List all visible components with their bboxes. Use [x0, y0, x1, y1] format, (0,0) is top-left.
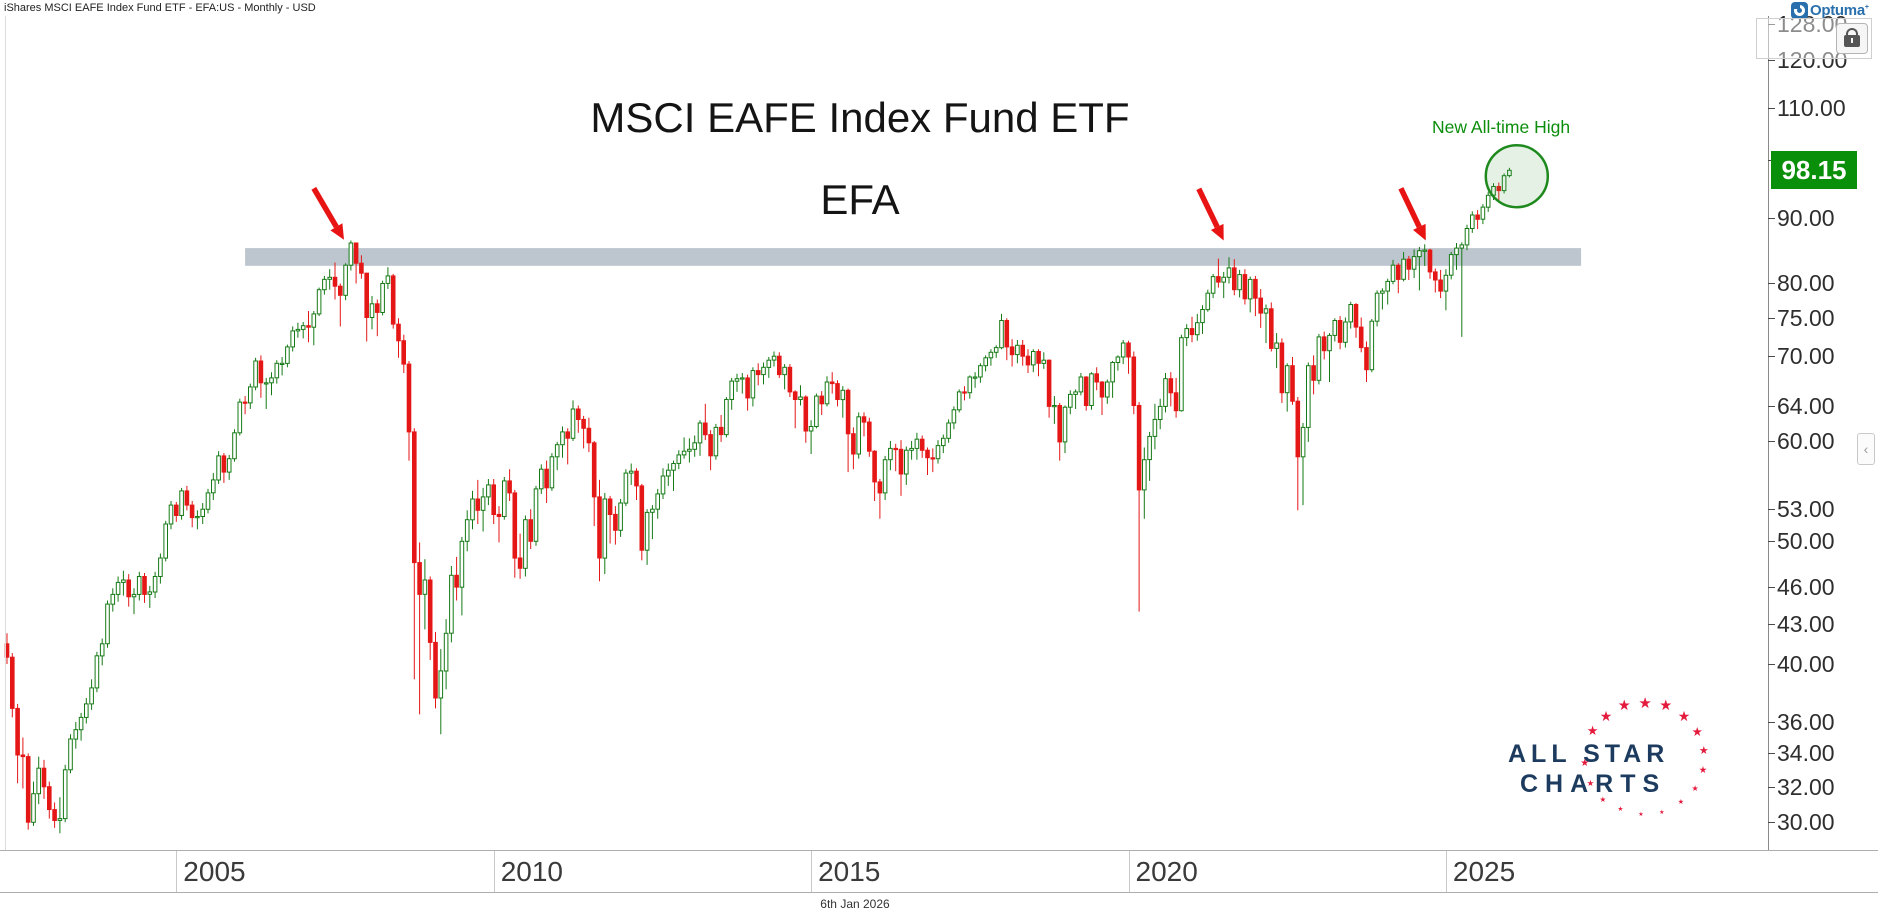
price-tick-label: 110.00 — [1777, 94, 1846, 121]
annotation-arrow — [1196, 187, 1220, 229]
price-tick — [1768, 786, 1775, 788]
instrument-title: iShares MSCI EAFE Index Fund ETF - EFA:U… — [4, 2, 316, 14]
panel-collapse-button[interactable]: ‹ — [1857, 433, 1875, 465]
optuma-icon — [1791, 2, 1808, 19]
price-tick — [1768, 541, 1775, 543]
price-tick — [1768, 441, 1775, 442]
price-tick-label: 120.00 — [1777, 46, 1848, 73]
plot-left-border — [5, 16, 6, 850]
year-label: 2005 — [183, 856, 246, 887]
price-tick — [1768, 59, 1775, 61]
price-tick-label: 90.00 — [1777, 205, 1835, 231]
watermark-star-icon: ★ — [1599, 794, 1607, 804]
date-stamp: 6th Jan 2026 — [820, 897, 890, 911]
year-separator — [1445, 851, 1447, 892]
watermark-star-icon: ★ — [1586, 722, 1599, 738]
price-tick — [1768, 753, 1775, 755]
price-tick-label: 64.00 — [1777, 392, 1835, 419]
watermark-star-icon: ★ — [1580, 758, 1590, 769]
watermark-star-icon: ★ — [1617, 697, 1631, 714]
new-all-time-high-label: New All-time High — [1432, 117, 1571, 137]
watermark-star-icon: ★ — [1698, 744, 1709, 757]
year-separator — [176, 851, 178, 892]
watermark-star-icon: ★ — [1659, 808, 1665, 816]
scale-lock-button[interactable] — [1836, 23, 1868, 54]
chart-title-line1: MSCI EAFE Index Fund ETF — [590, 94, 1130, 141]
chevron-left-icon: ‹ — [1863, 441, 1869, 457]
watermark-star-icon: ★ — [1638, 811, 1644, 818]
annotation-arrow — [311, 186, 339, 229]
chart-title-line2: EFA — [820, 176, 900, 223]
price-tick — [1768, 107, 1775, 109]
price-tick-label: 60.00 — [1777, 428, 1835, 454]
price-tick — [1768, 587, 1775, 589]
year-separator — [811, 851, 813, 892]
price-tick-label: 32.00 — [1777, 773, 1835, 800]
price-tick-label: 128.00 — [1777, 11, 1848, 38]
price-tick — [1768, 405, 1775, 407]
price-tick — [1768, 282, 1775, 284]
optuma-trademark: + — [1864, 4, 1869, 11]
price-tick-label: 80.00 — [1777, 269, 1835, 296]
watermark-star-icon: ★ — [1599, 707, 1613, 724]
watermark-star-icon: ★ — [1691, 725, 1703, 740]
last-price-badge: 98.15 — [1771, 151, 1857, 189]
watermark-star-icon: ★ — [1677, 799, 1684, 807]
price-tick — [1768, 722, 1775, 723]
price-tick-label: 30.00 — [1777, 809, 1835, 836]
price-tick — [1768, 318, 1775, 320]
price-tick-label: 34.00 — [1777, 740, 1835, 767]
chart-title: MSCI EAFE Index Fund ETF EFA — [460, 94, 1260, 224]
price-tick — [1768, 218, 1775, 219]
watermark-star-icon: ★ — [1586, 777, 1595, 788]
price-tick-label: 53.00 — [1777, 496, 1835, 523]
annotation-arrow — [1398, 187, 1422, 229]
watermark-star-icon: ★ — [1659, 698, 1673, 715]
year-label: 2015 — [818, 856, 881, 887]
lock-icon — [1846, 28, 1858, 38]
watermark-star-icon: ★ — [1617, 806, 1624, 813]
resistance-band — [245, 248, 1582, 266]
price-tick-label: 50.00 — [1777, 528, 1835, 555]
watermark-line2: CHARTS — [1520, 770, 1667, 798]
price-tick — [1768, 24, 1775, 26]
price-axis-line — [1768, 16, 1769, 850]
price-tick-label: 36.00 — [1777, 709, 1835, 735]
price-tick-label: 46.00 — [1777, 574, 1835, 601]
price-tick-label: 70.00 — [1777, 343, 1835, 370]
watermark-line1: ALL STAR — [1508, 740, 1670, 768]
highlight-circle — [1484, 143, 1550, 209]
watermark-star-icon: ★ — [1677, 708, 1691, 725]
time-axis[interactable]: 2005 2010 2015 2020 2025 — [0, 850, 1878, 893]
year-label: 2020 — [1135, 856, 1198, 887]
watermark-star-icon: ★ — [1698, 765, 1708, 777]
price-tick — [1768, 624, 1775, 626]
year-separator — [493, 851, 495, 892]
price-tick — [1768, 356, 1775, 358]
price-tick — [1768, 664, 1775, 665]
price-tick — [1768, 509, 1775, 511]
price-tick-label: 40.00 — [1777, 651, 1835, 677]
price-tick-label: 43.00 — [1777, 611, 1835, 638]
watermark-star-icon: ★ — [1638, 694, 1652, 712]
year-separator — [1128, 851, 1130, 892]
year-label: 2025 — [1452, 856, 1516, 887]
watermark-star-icon: ★ — [1691, 784, 1699, 794]
optuma-wordmark: Optuma+ — [1810, 2, 1869, 19]
year-label: 2010 — [500, 856, 563, 887]
optuma-logo: Optuma+ — [1791, 2, 1869, 19]
price-tick — [1768, 822, 1775, 824]
price-tick-label: 75.00 — [1777, 305, 1835, 332]
all-star-charts-watermark: ALL STAR CHARTS ★ ★ ★ ★ ★ ★ ★ ★ ★ ★ ★ ★ ★ ★ ★ ★ ★ — [1500, 694, 1725, 823]
